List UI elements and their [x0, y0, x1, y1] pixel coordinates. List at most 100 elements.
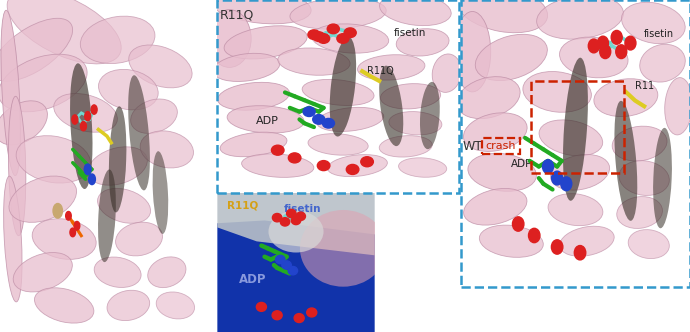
Ellipse shape	[380, 136, 432, 157]
Text: ADP: ADP	[256, 116, 279, 126]
Ellipse shape	[0, 101, 48, 145]
Circle shape	[70, 228, 75, 237]
Circle shape	[307, 308, 317, 317]
Circle shape	[542, 160, 553, 173]
Circle shape	[303, 107, 315, 117]
Ellipse shape	[380, 66, 403, 146]
Circle shape	[85, 112, 90, 121]
Circle shape	[294, 314, 304, 322]
Ellipse shape	[664, 78, 690, 135]
Text: R11: R11	[635, 81, 654, 91]
Ellipse shape	[539, 120, 602, 156]
Ellipse shape	[54, 94, 117, 132]
Ellipse shape	[302, 79, 374, 106]
Text: crash: crash	[486, 141, 516, 151]
Ellipse shape	[1, 10, 21, 176]
Ellipse shape	[268, 211, 324, 253]
Ellipse shape	[9, 176, 77, 222]
Circle shape	[288, 153, 301, 163]
Ellipse shape	[210, 0, 311, 24]
Circle shape	[313, 115, 325, 124]
Circle shape	[317, 161, 330, 171]
Ellipse shape	[0, 54, 87, 112]
Ellipse shape	[109, 106, 126, 212]
Circle shape	[551, 240, 563, 254]
Circle shape	[257, 302, 266, 311]
Ellipse shape	[640, 44, 685, 82]
Ellipse shape	[152, 151, 168, 234]
Circle shape	[66, 211, 71, 220]
Circle shape	[344, 28, 356, 38]
Circle shape	[81, 122, 86, 131]
Ellipse shape	[128, 75, 150, 190]
Ellipse shape	[98, 169, 116, 262]
Text: R11Q: R11Q	[219, 8, 254, 21]
Ellipse shape	[619, 161, 669, 196]
Circle shape	[273, 213, 282, 222]
Ellipse shape	[34, 288, 94, 323]
Ellipse shape	[312, 24, 388, 53]
Ellipse shape	[95, 257, 141, 288]
Text: R11Q: R11Q	[367, 66, 394, 76]
Circle shape	[272, 311, 282, 320]
Ellipse shape	[107, 290, 150, 321]
Ellipse shape	[380, 0, 451, 26]
Ellipse shape	[32, 219, 96, 259]
Circle shape	[291, 216, 301, 225]
Ellipse shape	[380, 84, 441, 109]
Circle shape	[317, 34, 330, 43]
Ellipse shape	[399, 158, 446, 177]
Circle shape	[513, 217, 524, 231]
Ellipse shape	[551, 154, 609, 190]
Ellipse shape	[560, 37, 628, 78]
Ellipse shape	[317, 107, 384, 131]
Ellipse shape	[140, 131, 193, 168]
Circle shape	[88, 174, 95, 185]
Text: fisetin: fisetin	[644, 30, 674, 40]
Circle shape	[322, 119, 335, 128]
Ellipse shape	[617, 197, 662, 228]
Text: ADP: ADP	[239, 273, 267, 286]
Ellipse shape	[475, 34, 547, 81]
Circle shape	[72, 115, 78, 124]
Text: fisetin: fisetin	[393, 28, 426, 38]
Ellipse shape	[290, 0, 386, 29]
Ellipse shape	[16, 136, 91, 183]
Ellipse shape	[8, 96, 26, 236]
Circle shape	[75, 221, 80, 230]
Circle shape	[286, 209, 296, 218]
Ellipse shape	[217, 82, 290, 110]
Ellipse shape	[220, 132, 287, 157]
Circle shape	[551, 171, 562, 185]
Ellipse shape	[628, 230, 669, 259]
Circle shape	[275, 255, 285, 264]
Ellipse shape	[213, 53, 279, 81]
Circle shape	[600, 45, 611, 58]
Circle shape	[361, 157, 373, 167]
Ellipse shape	[389, 112, 442, 135]
Ellipse shape	[432, 54, 462, 92]
Circle shape	[296, 212, 306, 220]
Circle shape	[346, 164, 359, 174]
Ellipse shape	[548, 194, 603, 226]
Ellipse shape	[357, 55, 425, 80]
Circle shape	[313, 32, 325, 42]
Text: R11Q: R11Q	[227, 200, 258, 210]
Polygon shape	[217, 193, 375, 255]
Text: WT: WT	[462, 139, 482, 153]
Circle shape	[53, 204, 63, 218]
Ellipse shape	[328, 155, 387, 177]
Ellipse shape	[97, 189, 150, 223]
Ellipse shape	[129, 45, 192, 88]
Circle shape	[308, 30, 320, 40]
Text: ADP: ADP	[511, 159, 533, 169]
Ellipse shape	[148, 257, 186, 288]
Circle shape	[611, 31, 622, 44]
Ellipse shape	[614, 101, 638, 221]
Ellipse shape	[224, 26, 307, 59]
Ellipse shape	[80, 16, 155, 63]
Circle shape	[337, 34, 349, 43]
Circle shape	[282, 261, 291, 269]
Ellipse shape	[457, 77, 520, 119]
Ellipse shape	[480, 225, 543, 257]
